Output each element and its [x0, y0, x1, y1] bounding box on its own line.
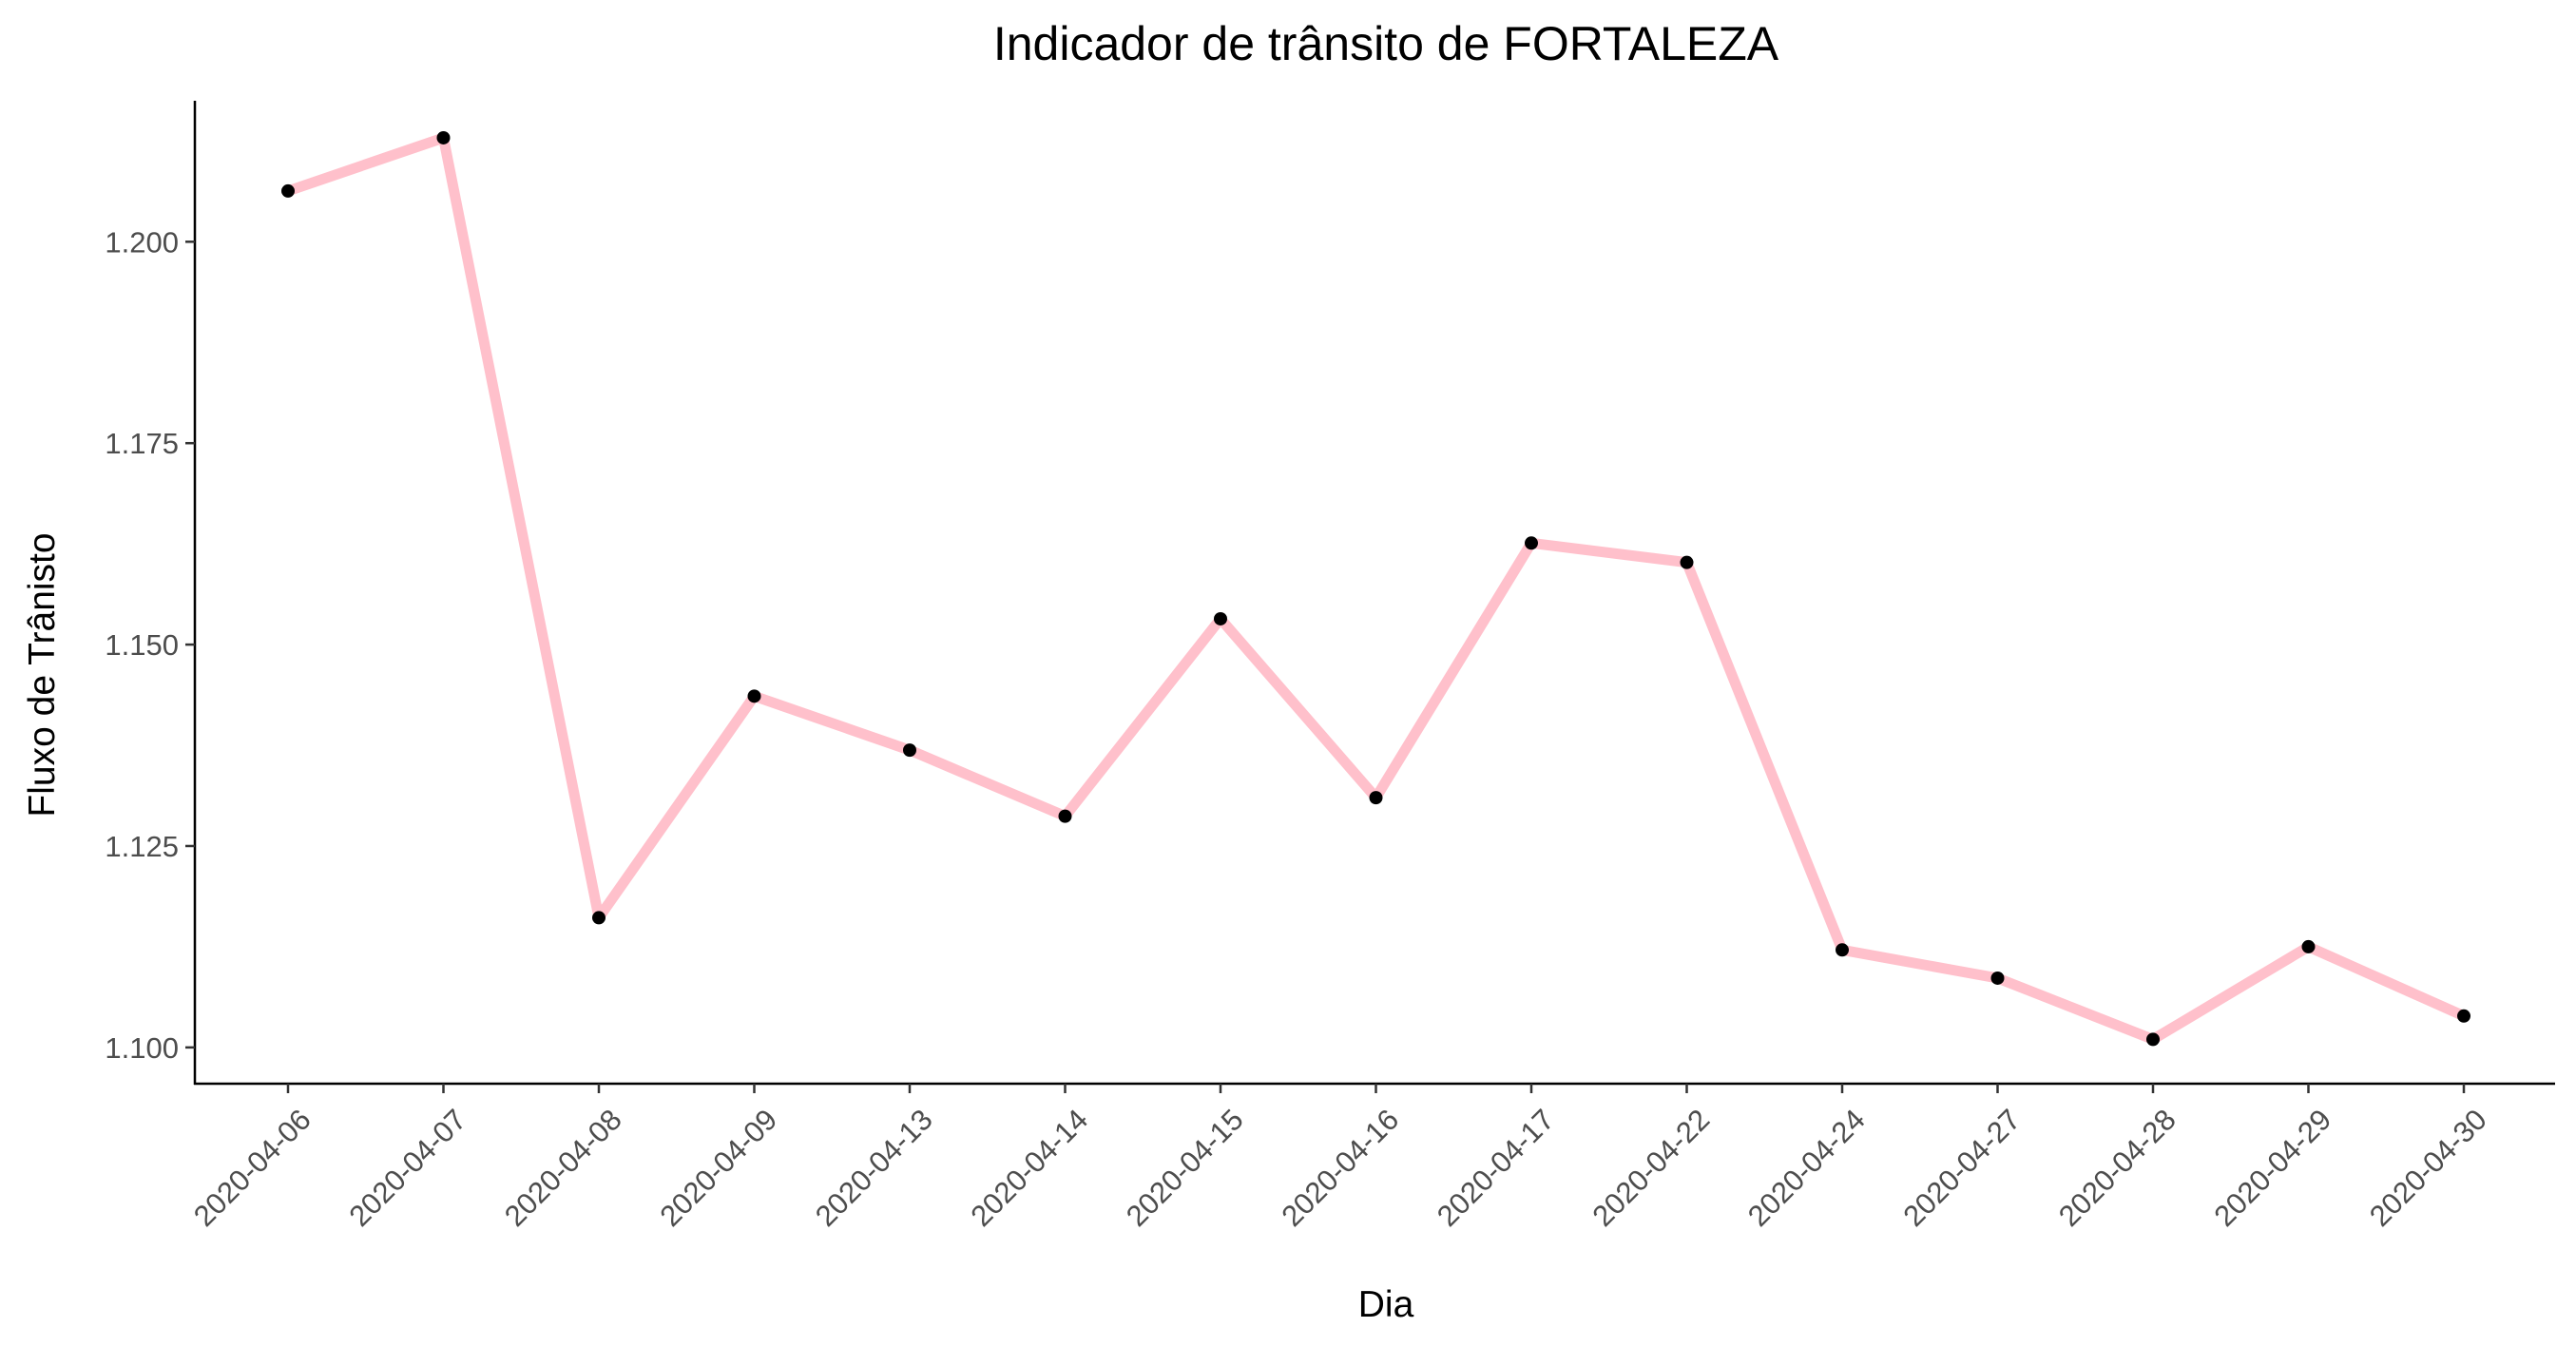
- data-point: [2146, 1032, 2160, 1047]
- y-tick-label: 1.100: [105, 1031, 179, 1065]
- data-point: [1990, 971, 2005, 985]
- series-layer: [281, 130, 2470, 1047]
- data-point: [1369, 791, 1383, 805]
- data-point: [1680, 555, 1694, 569]
- y-tick-label: 1.175: [105, 427, 179, 460]
- data-point: [281, 183, 295, 198]
- y-tick-label: 1.125: [105, 830, 179, 863]
- y-axis-title: Fluxo de Trânisto: [22, 532, 63, 817]
- data-point: [2457, 1009, 2470, 1023]
- data-point: [1214, 611, 1227, 625]
- y-tick-label: 1.200: [105, 225, 179, 259]
- data-point: [2301, 939, 2316, 953]
- data-point: [1836, 943, 1849, 957]
- x-axis-title: Dia: [1358, 1284, 1414, 1325]
- data-point: [747, 689, 761, 703]
- chart-title: Indicador de trânsito de FORTALEZA: [993, 17, 1779, 70]
- y-tick-label: 1.150: [105, 628, 179, 662]
- data-point: [903, 743, 916, 758]
- data-point: [436, 130, 451, 144]
- data-point: [592, 911, 606, 925]
- data-point: [1525, 536, 1538, 550]
- data-point: [1058, 809, 1072, 823]
